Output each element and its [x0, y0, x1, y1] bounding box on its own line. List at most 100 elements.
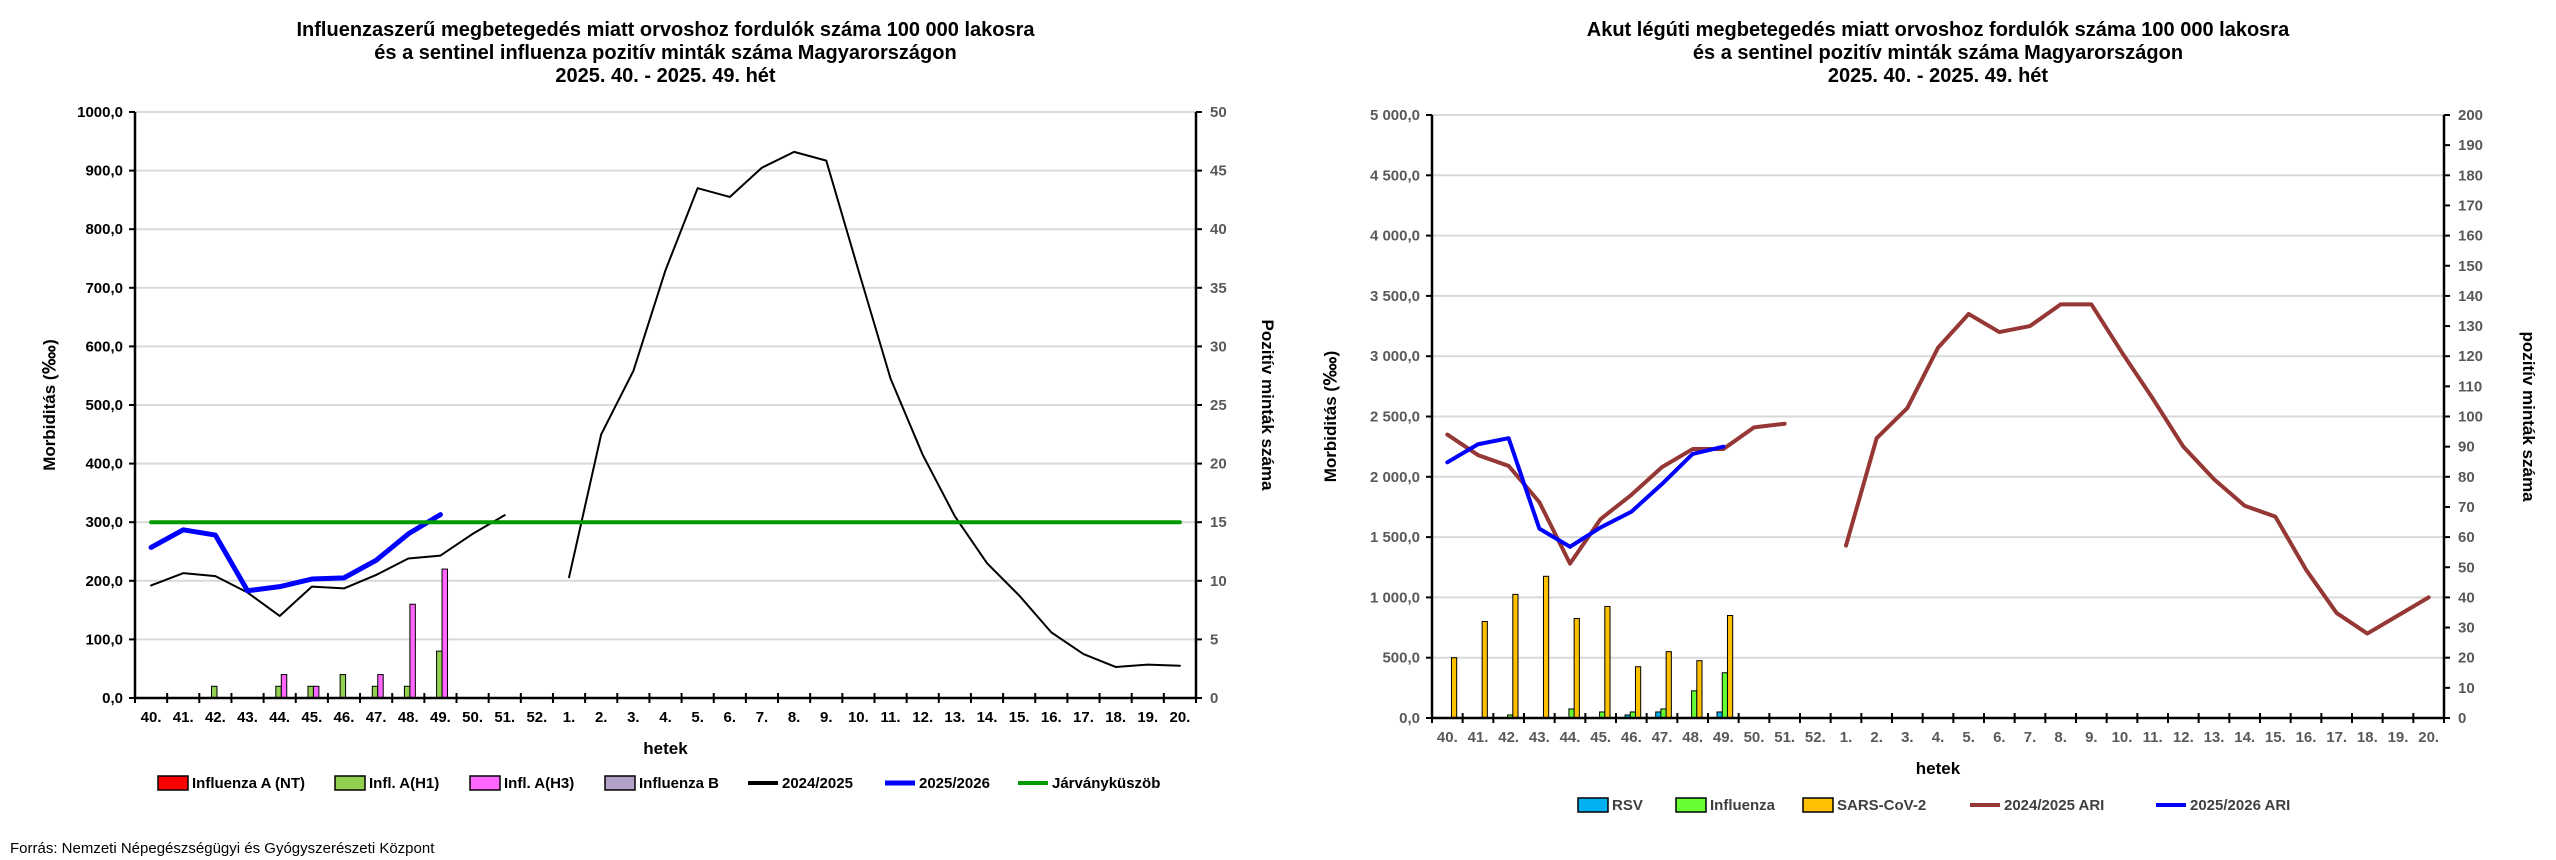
x-tick-label: 52.: [526, 709, 547, 726]
line-2025-2026: [148, 512, 443, 594]
y2-tick-label: 30: [2458, 620, 2475, 637]
x-tick-label: 1.: [1840, 729, 1853, 746]
x-tick-label: 15.: [1009, 709, 1030, 726]
x-tick-label: 19.: [1137, 709, 1158, 726]
x-tick-label: 47.: [366, 709, 387, 726]
y-tick-label: 2 000,0: [1370, 469, 1420, 486]
bar-sars-cov-2: [1696, 660, 1703, 719]
y-tick-label: 4 500,0: [1370, 167, 1420, 184]
ari-chart: Akut légúti megbetegedés miatt orvoshoz …: [1321, 19, 2538, 814]
bar-sars-cov-2: [1542, 575, 1550, 719]
legend-label: 2024/2025 ARI: [2004, 797, 2104, 814]
line-2024-2025-ari: [1844, 302, 2431, 636]
y2-tick-label: 100: [2458, 409, 2483, 426]
y2-tick-label: 0: [2458, 710, 2466, 727]
bar-infl-a-h1-: [339, 674, 347, 699]
x-tick-label: 11.: [881, 709, 901, 726]
y2-tick-label: 30: [1210, 338, 1227, 355]
chart-title-line: 2025. 40. - 2025. 49. hét: [555, 65, 775, 87]
x-tick-label: 15.: [2265, 729, 2286, 746]
legend-swatch: [157, 775, 189, 791]
y2-tick-label: 90: [2458, 439, 2475, 456]
x-tick-label: 10.: [2112, 729, 2133, 746]
x-tick-label: 2.: [595, 709, 608, 726]
x-tick-label: 12.: [2173, 729, 2194, 746]
bar-infl-a-h3-: [312, 685, 320, 699]
y2-tick-label: 160: [2458, 228, 2483, 245]
x-tick-label: 1.: [563, 709, 576, 726]
y2-tick-label: 35: [1210, 280, 1227, 297]
x-tick-label: 50.: [1744, 729, 1765, 746]
chart-title-line: és a sentinel influenza pozitív minták s…: [374, 42, 956, 64]
line-2025-2026-ari: [1445, 436, 1726, 549]
y-tick-label: 400,0: [85, 456, 123, 473]
legend-label: SARS-CoV-2: [1837, 797, 1926, 814]
legend-label: Járványküszöb: [1052, 775, 1160, 792]
x-tick-label: 17.: [2326, 729, 2347, 746]
legend-swatch: [1675, 797, 1707, 813]
y2-tick-label: 40: [2458, 589, 2475, 606]
bar-sars-cov-2: [1481, 621, 1488, 719]
bar-sars-cov-2: [1634, 666, 1642, 719]
y2-tick-label: 40: [1210, 221, 1227, 238]
y2-tick-label: 170: [2458, 197, 2483, 214]
y2-tick-label: 25: [1210, 397, 1227, 414]
x-tick-label: 45.: [1590, 729, 1611, 746]
y-tick-label: 0,0: [102, 690, 123, 707]
bar-sars-cov-2: [1726, 614, 1734, 719]
y-tick-label: 100,0: [85, 631, 123, 648]
x-tick-label: 40.: [1437, 729, 1458, 746]
bar-influenza: [1691, 690, 1698, 719]
chart-title-line: Akut légúti megbetegedés miatt orvoshoz …: [1587, 19, 2290, 41]
y-tick-label: 1 000,0: [1370, 589, 1420, 606]
y2-tick-label: 10: [2458, 680, 2475, 697]
bar-infl-a-h1-: [403, 685, 411, 699]
legend-label: Influenza: [1710, 797, 1776, 814]
x-tick-label: 41.: [173, 709, 194, 726]
x-tick-label: 4.: [659, 709, 672, 726]
x-tick-label: 18.: [2357, 729, 2378, 746]
bar-sars-cov-2: [1604, 605, 1611, 719]
bar-infl-a-h3-: [280, 674, 288, 699]
x-tick-label: 16.: [1041, 709, 1062, 726]
x-tick-label: 43.: [237, 709, 258, 726]
x-tick-label: 9.: [2085, 729, 2098, 746]
x-tick-label: 42.: [1498, 729, 1519, 746]
x-tick-label: 20.: [2418, 729, 2439, 746]
y2-tick-label: 45: [1210, 163, 1227, 180]
y-tick-label: 200,0: [85, 573, 123, 590]
x-tick-label: 11.: [2143, 729, 2163, 746]
bar-infl-a-h3-: [377, 674, 384, 699]
x-tick-label: 40.: [141, 709, 162, 726]
x-tick-label: 49.: [1713, 729, 1734, 746]
bar-influenza: [1660, 708, 1667, 719]
x-tick-label: 13.: [2204, 729, 2225, 746]
x-tick-label: 8.: [2054, 729, 2067, 746]
bar-influenza: [1568, 708, 1575, 719]
x-tick-label: 6.: [1993, 729, 2006, 746]
source-note: Forrás: Nemzeti Népegészségügyi és Gyógy…: [10, 840, 435, 857]
legend-swatch: [334, 775, 366, 791]
y-tick-label: 300,0: [85, 514, 123, 531]
bar-sars-cov-2: [1573, 618, 1580, 719]
y2-tick-label: 15: [1210, 514, 1227, 531]
chart-title-line: Influenzaszerű megbetegedés miatt orvosh…: [296, 19, 1035, 41]
y2-tick-label: 180: [2458, 167, 2483, 184]
legend-label: Influenza A (NT): [192, 775, 305, 792]
x-tick-label: 16.: [2296, 729, 2317, 746]
y2-axis-title: Pozitív minták száma: [1258, 319, 1277, 491]
chart-title-line: és a sentinel pozitív minták száma Magya…: [1693, 42, 2183, 64]
x-tick-label: 7.: [756, 709, 769, 726]
x-axis-title: hetek: [1916, 759, 1961, 778]
bar-infl-a-h1-: [436, 650, 443, 699]
legend-swatch: [1577, 797, 1609, 813]
bar-infl-a-h1-: [371, 685, 379, 699]
x-tick-label: 2.: [1870, 729, 1883, 746]
bar-infl-a-h3-: [409, 603, 416, 699]
x-tick-label: 46.: [334, 709, 355, 726]
x-tick-label: 51.: [494, 709, 515, 726]
legend-label: 2025/2026 ARI: [2190, 797, 2290, 814]
x-tick-label: 8.: [788, 709, 801, 726]
x-tick-label: 45.: [301, 709, 322, 726]
y-tick-label: 3 500,0: [1370, 288, 1420, 305]
